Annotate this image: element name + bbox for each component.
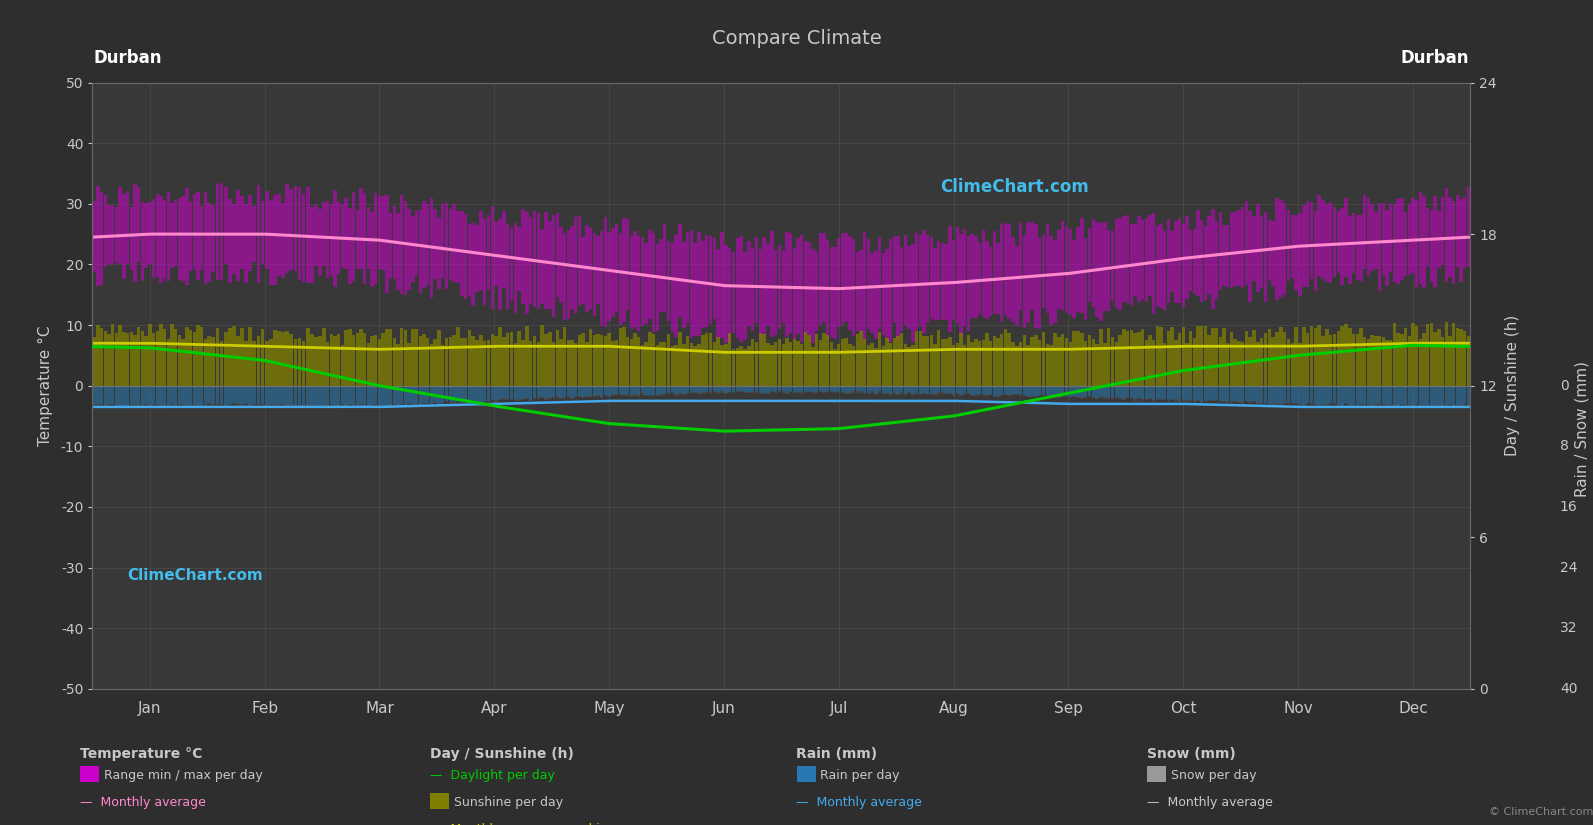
Text: Sunshine per day: Sunshine per day (454, 796, 564, 809)
Text: —  Daylight per day: — Daylight per day (430, 769, 554, 782)
Text: Durban: Durban (1400, 50, 1469, 68)
Text: Snow (mm): Snow (mm) (1147, 747, 1236, 761)
Text: 8: 8 (1560, 440, 1569, 453)
Text: Temperature °C: Temperature °C (80, 747, 202, 761)
Text: 24: 24 (1560, 561, 1577, 574)
Text: Rain (mm): Rain (mm) (796, 747, 878, 761)
Text: © ClimeChart.com: © ClimeChart.com (1489, 807, 1593, 817)
Text: 32: 32 (1560, 621, 1577, 635)
Text: Durban: Durban (94, 50, 162, 68)
Text: Range min / max per day: Range min / max per day (104, 769, 263, 782)
Text: ClimeChart.com: ClimeChart.com (127, 568, 263, 582)
Text: ClimeChart.com: ClimeChart.com (940, 177, 1088, 196)
Text: Snow per day: Snow per day (1171, 769, 1257, 782)
Text: Rain / Snow (mm): Rain / Snow (mm) (1574, 361, 1590, 497)
Y-axis label: Temperature °C: Temperature °C (38, 325, 53, 446)
Y-axis label: Day / Sunshine (h): Day / Sunshine (h) (1505, 315, 1520, 456)
Text: Compare Climate: Compare Climate (712, 29, 881, 48)
Text: —  Monthly average: — Monthly average (1147, 796, 1273, 809)
Text: Rain per day: Rain per day (820, 769, 900, 782)
Text: —  Monthly average: — Monthly average (80, 796, 205, 809)
Text: 16: 16 (1560, 500, 1577, 514)
Text: 40: 40 (1560, 682, 1577, 695)
Text: Day / Sunshine (h): Day / Sunshine (h) (430, 747, 573, 761)
Text: —  Monthly average sunshine: — Monthly average sunshine (430, 823, 616, 825)
Text: 0: 0 (1560, 379, 1569, 393)
Text: —  Monthly average: — Monthly average (796, 796, 922, 809)
